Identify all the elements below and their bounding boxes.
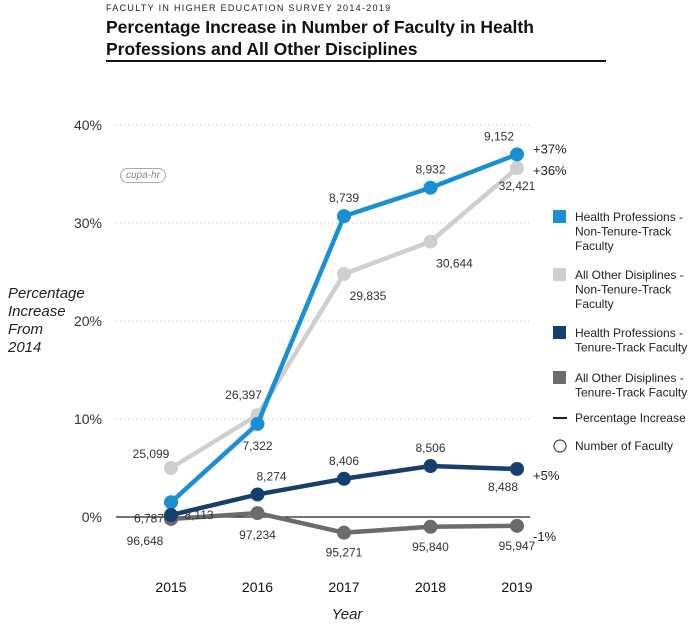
data-point bbox=[423, 234, 438, 249]
legend-circle-icon bbox=[553, 439, 567, 453]
data-label: 8,739 bbox=[329, 191, 359, 205]
legend-swatch bbox=[553, 268, 566, 281]
series-labels-3: 96,648 97,234 95,271 95,840 95,947-1% bbox=[127, 528, 557, 560]
legend-label: Number of Faculty bbox=[575, 439, 673, 453]
data-label: 8,506 bbox=[415, 441, 445, 455]
series-group: 6,787 7,322 8,739 8,932 9,152 +37% 25,099 26,39… bbox=[127, 129, 567, 559]
y-tick-label: 30% bbox=[74, 215, 102, 231]
data-label: 8,932 bbox=[415, 163, 445, 177]
data-point bbox=[510, 161, 524, 176]
series-3 bbox=[164, 506, 524, 540]
series-labels-0: 6,787 7,322 8,739 8,932 9,152 +37% bbox=[134, 129, 567, 525]
data-label: 6,787 bbox=[134, 511, 164, 525]
x-tick-label: 2018 bbox=[415, 579, 446, 595]
legend-label: All Other Disiplines - bbox=[575, 268, 684, 282]
data-point bbox=[423, 459, 438, 474]
data-label: 95,271 bbox=[326, 546, 363, 560]
series-2 bbox=[164, 459, 524, 523]
data-label: 8,113 bbox=[184, 508, 213, 522]
data-point bbox=[337, 209, 351, 224]
data-label: 96,648 bbox=[127, 534, 164, 548]
legend-label: Health Professions - bbox=[575, 326, 683, 340]
legend-label: Faculty bbox=[575, 239, 614, 253]
legend-swatch bbox=[553, 326, 566, 339]
x-tick-label: 2016 bbox=[242, 579, 273, 595]
data-label: 8,406 bbox=[329, 454, 359, 468]
legend-label: Non-Tenure-Track bbox=[575, 225, 672, 239]
data-point bbox=[250, 487, 265, 502]
y-axis-title-line: 2014 bbox=[7, 339, 41, 356]
data-point bbox=[337, 266, 351, 281]
y-tick-label: 40% bbox=[74, 117, 102, 133]
end-percent-label: +36% bbox=[533, 163, 567, 178]
legend: Health Professions -Non-Tenure-TrackFacu… bbox=[553, 210, 687, 453]
data-label: 95,840 bbox=[412, 540, 449, 554]
legend-label: Tenure-Track Faculty bbox=[575, 386, 687, 400]
data-label: 30,644 bbox=[436, 257, 473, 271]
chart-kicker: FACULTY IN HIGHER EDUCATION SURVEY 2014-… bbox=[106, 3, 392, 13]
legend-label: All Other Disiplines - bbox=[575, 371, 684, 385]
data-point bbox=[510, 147, 524, 162]
data-point bbox=[510, 461, 524, 476]
data-label: 29,835 bbox=[350, 289, 387, 303]
series-1 bbox=[164, 161, 524, 475]
x-tick-label: 2015 bbox=[155, 579, 186, 595]
data-point bbox=[164, 461, 178, 475]
y-axis-ticks: 0% 10% 20% 30% 40% bbox=[74, 117, 102, 525]
legend-label: Tenure-Track Faculty bbox=[575, 341, 687, 355]
x-axis-title: Year bbox=[332, 606, 364, 623]
data-label: 25,099 bbox=[133, 447, 170, 461]
series-labels-1: 25,099 26,397 29,835 30,644 32,421+36% bbox=[133, 163, 567, 461]
y-axis-title-line: Percentage bbox=[8, 285, 85, 302]
data-label: 95,947 bbox=[499, 539, 536, 553]
data-label: 7,322 bbox=[242, 439, 272, 453]
x-axis-ticks: 2015 2016 2017 2018 2019 bbox=[155, 579, 532, 595]
end-percent-label: -1% bbox=[533, 529, 557, 544]
series-labels-2: 8,113 8,274 8,406 8,506 8,488 +5% bbox=[184, 441, 559, 522]
series-line bbox=[169, 152, 518, 504]
y-axis-title-line: From bbox=[8, 321, 43, 338]
x-tick-label: 2017 bbox=[328, 579, 359, 595]
data-label: 9,152 bbox=[484, 129, 514, 143]
legend-label: Non-Tenure-Track bbox=[575, 283, 672, 297]
data-point bbox=[337, 525, 351, 540]
data-label: 8,488 bbox=[488, 480, 518, 494]
data-point bbox=[164, 495, 178, 510]
x-tick-label: 2019 bbox=[501, 579, 532, 595]
y-axis-title-line: Increase bbox=[8, 303, 66, 320]
data-point bbox=[250, 416, 265, 431]
data-label: 26,397 bbox=[225, 388, 262, 402]
title-rule bbox=[106, 60, 606, 62]
y-tick-label: 0% bbox=[82, 509, 102, 525]
data-point bbox=[250, 506, 265, 521]
legend-label: Health Professions - bbox=[575, 210, 683, 224]
data-point bbox=[337, 471, 351, 486]
legend-label: Faculty bbox=[575, 297, 614, 311]
end-percent-label: +5% bbox=[533, 468, 560, 483]
legend-label: Percentage Increase bbox=[575, 411, 686, 425]
data-label: 97,234 bbox=[239, 528, 276, 542]
data-point bbox=[423, 180, 438, 195]
grid-lines bbox=[116, 124, 530, 518]
data-point bbox=[164, 508, 178, 523]
cupa-hr-logo: cupa-hr bbox=[120, 168, 166, 183]
legend-swatch bbox=[553, 371, 566, 384]
data-point bbox=[510, 518, 524, 533]
end-percent-label: +37% bbox=[533, 141, 567, 156]
legend-swatch bbox=[553, 210, 566, 223]
data-label: 8,274 bbox=[256, 469, 286, 483]
y-tick-label: 10% bbox=[74, 411, 102, 427]
chart-title: Percentage Increase in Number of Faculty… bbox=[106, 17, 534, 59]
data-label: 32,421 bbox=[499, 179, 536, 193]
y-tick-label: 20% bbox=[74, 313, 102, 329]
series-0 bbox=[164, 147, 524, 510]
data-point bbox=[423, 519, 438, 534]
